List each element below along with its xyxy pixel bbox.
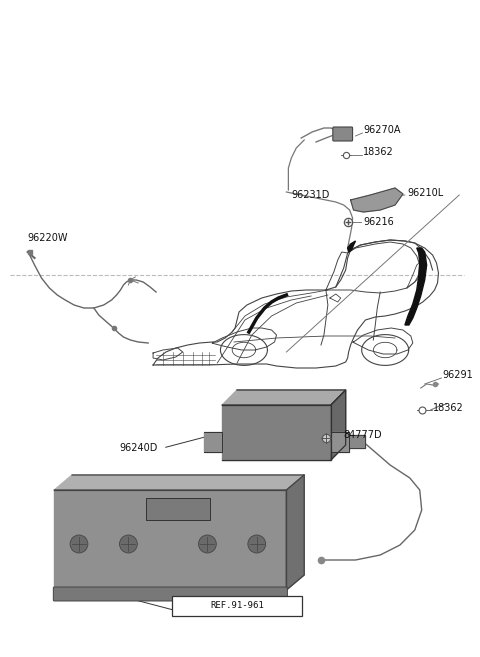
Polygon shape [204,432,222,452]
Polygon shape [350,188,403,212]
Polygon shape [331,390,346,460]
Polygon shape [287,475,304,590]
Text: 96270A: 96270A [363,125,401,135]
Text: 96291: 96291 [443,370,473,380]
Circle shape [120,535,137,553]
Polygon shape [54,475,304,490]
Circle shape [199,535,216,553]
Polygon shape [222,405,331,460]
FancyBboxPatch shape [146,498,210,520]
Circle shape [70,535,88,553]
Polygon shape [405,248,427,325]
Text: 18362: 18362 [432,403,463,413]
Text: 96231D: 96231D [291,190,330,200]
Polygon shape [222,390,346,405]
FancyBboxPatch shape [172,596,302,616]
Text: REF.91-961: REF.91-961 [210,602,264,610]
Polygon shape [54,490,287,590]
FancyBboxPatch shape [53,587,288,601]
FancyBboxPatch shape [333,127,353,141]
Text: 96240D: 96240D [120,443,158,453]
Circle shape [248,535,265,553]
Text: 18362: 18362 [363,147,394,157]
Text: 96210L: 96210L [407,188,443,198]
Text: 96216: 96216 [363,217,394,227]
Text: 96220W: 96220W [28,233,68,243]
Polygon shape [348,241,356,252]
Polygon shape [331,432,348,452]
Text: 84777D: 84777D [344,430,382,440]
Polygon shape [348,435,365,448]
